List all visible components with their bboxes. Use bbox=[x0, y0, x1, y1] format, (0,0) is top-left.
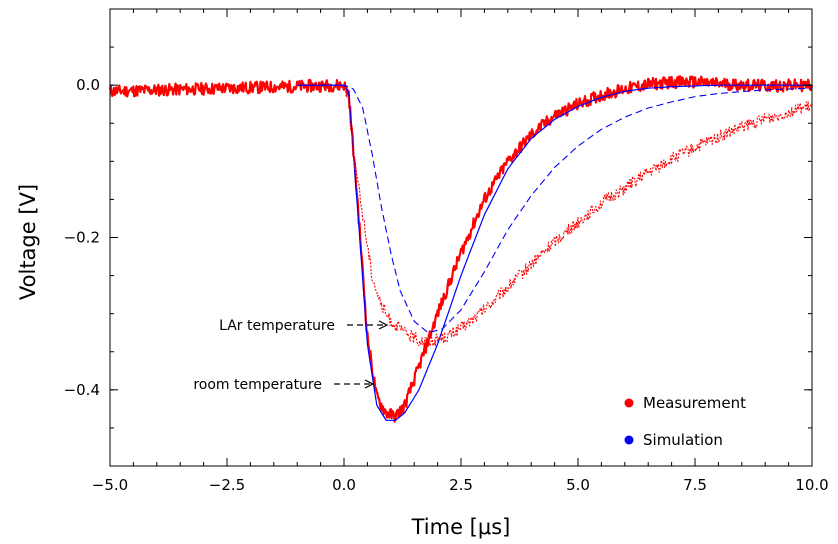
x-tick-label: 7.5 bbox=[683, 476, 707, 494]
ticks-layer: −5.0 −2.5 0.0 2.5 5.0 7.5 10.0 0.0 −0.2 −0.4 bbox=[64, 8, 829, 494]
x-tick-label: −2.5 bbox=[209, 476, 245, 494]
legend-label: Measurement bbox=[643, 394, 746, 412]
y-tick-label: −0.2 bbox=[64, 229, 100, 247]
annotation-layer: LAr temperature room temperature bbox=[193, 318, 389, 393]
annotation-label: LAr temperature bbox=[219, 318, 335, 334]
legend-marker bbox=[624, 398, 634, 408]
series-line-simulation-room bbox=[297, 84, 812, 421]
series-line-simulation-lar bbox=[297, 84, 813, 334]
x-tick-label: 2.5 bbox=[449, 476, 473, 494]
x-tick-label: 10.0 bbox=[795, 476, 828, 494]
legend: Measurement Simulation bbox=[624, 394, 746, 449]
x-tick-label: 0.0 bbox=[332, 476, 356, 494]
annotation-arrowhead bbox=[378, 320, 389, 330]
x-axis-title: Time [μs] bbox=[411, 515, 511, 539]
x-tick-label: −5.0 bbox=[92, 476, 128, 494]
legend-marker bbox=[624, 435, 634, 445]
series-line-measurement-lar bbox=[343, 85, 813, 347]
legend-label: Simulation bbox=[643, 431, 723, 449]
y-tick-label: 0.0 bbox=[76, 76, 100, 94]
annotation-label: room temperature bbox=[193, 377, 322, 393]
series-layer bbox=[108, 75, 814, 423]
series-line-measurement-room bbox=[108, 75, 814, 423]
x-tick-label: 5.0 bbox=[566, 476, 590, 494]
annotation-arrowhead bbox=[364, 379, 375, 389]
y-axis-title: Voltage [V] bbox=[16, 184, 40, 300]
y-tick-label: −0.4 bbox=[64, 381, 100, 399]
